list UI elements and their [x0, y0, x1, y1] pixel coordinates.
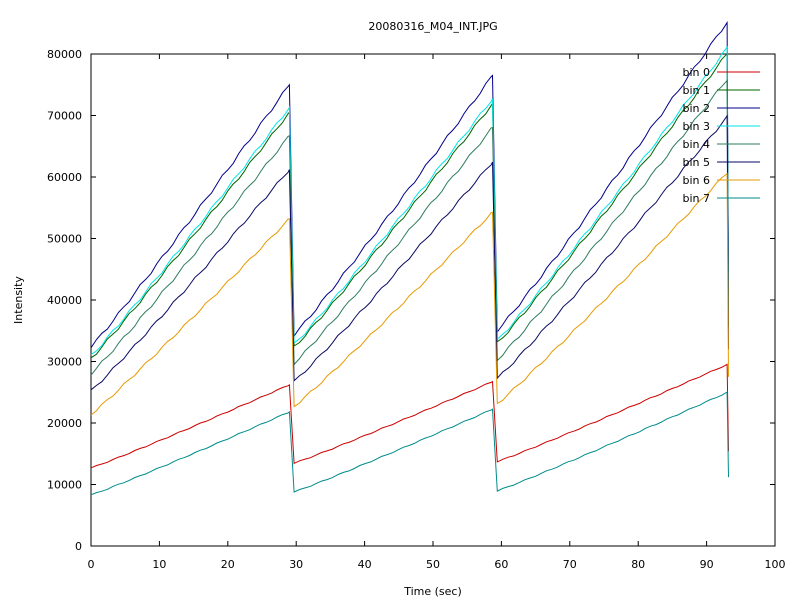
y-tick-label: 50000: [47, 233, 82, 246]
legend-label: bin 0: [682, 66, 710, 79]
axis-ticks: 0 10 20 30 40 50 60 70 80 90 100 0 10000 20000 30000 40…: [47, 48, 786, 571]
legend-label: bin 1: [682, 84, 710, 97]
x-tick-label: 50: [426, 558, 440, 571]
legend-label: bin 5: [682, 156, 710, 169]
x-tick-label: 100: [765, 558, 786, 571]
x-tick-label: 70: [563, 558, 577, 571]
series-line-bin-1: [90, 52, 729, 359]
series-lines: [90, 20, 729, 496]
x-tick-label: 40: [358, 558, 372, 571]
series-line-bin-7: [90, 391, 729, 496]
legend: bin 0 bin 1 bin 2 bin 3 bin 4 bin 5 bin 6 bin 7: [682, 66, 760, 205]
legend-label: bin 3: [682, 120, 710, 133]
y-tick-label: 80000: [47, 48, 82, 61]
x-tick-label: 20: [221, 558, 235, 571]
legend-label: bin 6: [682, 174, 710, 187]
x-tick-label: 0: [88, 558, 95, 571]
x-tick-label: 10: [152, 558, 166, 571]
y-tick-label: 10000: [47, 479, 82, 492]
series-line-bin-6: [90, 172, 729, 416]
x-tick-label: 80: [631, 558, 645, 571]
legend-label: bin 7: [682, 192, 710, 205]
y-tick-label: 60000: [47, 171, 82, 184]
series-line-bin-3: [90, 45, 729, 356]
series-line-bin-4: [90, 79, 729, 376]
y-tick-label: 20000: [47, 417, 82, 430]
x-tick-label: 30: [289, 558, 303, 571]
x-tick-label: 60: [494, 558, 508, 571]
plot-frame: [90, 53, 776, 547]
series-line-bin-0: [90, 363, 729, 469]
legend-label: bin 4: [682, 138, 710, 151]
y-tick-label: 30000: [47, 356, 82, 369]
y-axis-label: Intensity: [12, 276, 25, 324]
x-axis-label: Time (sec): [403, 585, 462, 598]
x-tick-label: 90: [700, 558, 714, 571]
series-line-bin-2: [90, 20, 729, 349]
series-line-bin-5: [90, 114, 729, 391]
chart-title: 20080316_M04_INT.JPG: [368, 20, 497, 33]
legend-label: bin 2: [682, 102, 710, 115]
y-tick-label: 40000: [47, 294, 82, 307]
y-tick-label: 0: [75, 540, 82, 553]
y-tick-label: 70000: [47, 110, 82, 123]
